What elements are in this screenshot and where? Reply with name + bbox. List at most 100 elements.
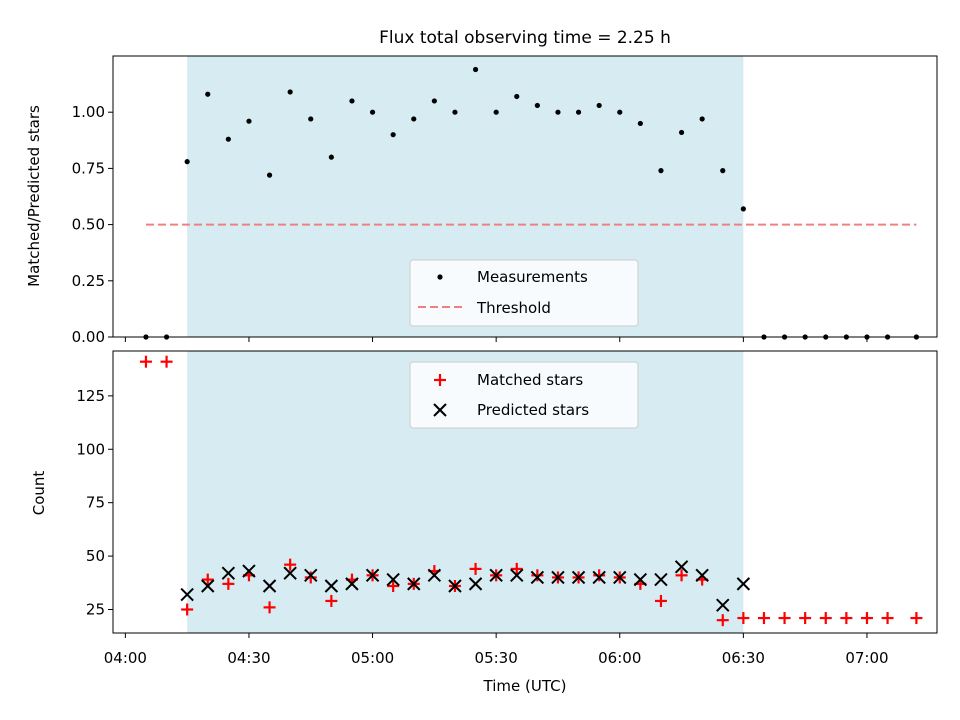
matched-star-marker <box>160 355 173 368</box>
predicted-star-marker <box>345 577 359 591</box>
matched-star-marker <box>325 594 338 607</box>
bottom-axes-frame <box>112 350 938 634</box>
top-y-tick-label: 0.00 <box>72 328 105 346</box>
matched-star-marker <box>284 558 297 571</box>
x-tick-label: 05:00 <box>351 649 394 667</box>
predicted-star-marker <box>633 572 648 587</box>
matched-star-marker <box>531 569 544 582</box>
matched-star-marker <box>469 562 482 575</box>
matched-star-marker <box>222 577 235 590</box>
matched-star-marker <box>181 603 194 616</box>
bottom-y-tick-label: 50 <box>86 547 105 565</box>
predicted-star-marker <box>262 579 277 593</box>
predicted-star-marker <box>427 568 442 583</box>
x-tick-label: 05:30 <box>475 649 518 667</box>
measurement-point <box>390 132 396 138</box>
matched-star-marker <box>593 569 606 582</box>
measurement-point <box>411 116 417 122</box>
matched-star-marker <box>201 573 214 586</box>
measurement-point <box>678 129 685 136</box>
measurement-point <box>617 109 623 115</box>
measurement-point <box>699 116 705 122</box>
measurement-point <box>452 109 458 115</box>
bottom-y-tick-label: 75 <box>86 494 105 512</box>
predicted-star-marker <box>407 577 421 591</box>
predicted-star-marker <box>365 568 380 583</box>
matched-star-marker <box>757 612 770 625</box>
predicted-star-marker <box>468 577 483 591</box>
matched-star-marker <box>840 612 853 625</box>
predicted-legend-marker <box>433 403 447 417</box>
predicted-star-marker <box>716 598 730 612</box>
measurement-point <box>514 93 520 100</box>
bottom-legend-box <box>409 361 639 429</box>
x-tick-label: 06:00 <box>598 649 641 667</box>
bottom-y-tick-label: 125 <box>76 387 105 405</box>
top-y-tick-label: 0.75 <box>72 159 105 177</box>
measurement-point <box>287 89 293 95</box>
predicted-star-marker <box>201 579 215 593</box>
matched-star-marker <box>881 612 894 625</box>
matched-star-marker <box>860 612 873 625</box>
predicted-star-marker <box>551 570 565 585</box>
top-y-tick-label: 1.00 <box>72 103 105 121</box>
measurement-point <box>205 91 211 97</box>
measurements-legend-marker <box>437 274 443 280</box>
predicted-star-marker <box>510 568 524 583</box>
measurement-point <box>225 136 231 142</box>
top-legend: Measurements Threshold <box>409 259 639 327</box>
measurement-point <box>184 159 190 165</box>
measurements-legend-label: Measurements <box>477 268 588 286</box>
predicted-star-marker <box>448 579 462 593</box>
predicted-star-marker <box>324 579 339 593</box>
bottom-y-tick-label: 25 <box>86 601 105 619</box>
predicted-star-marker <box>695 568 709 583</box>
matched-star-marker <box>716 614 729 627</box>
predicted-star-marker <box>489 568 503 583</box>
predicted-star-marker <box>180 587 194 602</box>
predicted-star-marker <box>654 572 668 587</box>
matched-star-marker <box>304 571 317 584</box>
x-tick-label: 06:30 <box>722 649 765 667</box>
measurement-point <box>596 102 602 109</box>
bottom-legend: Matched stars Predicted stars <box>409 361 639 429</box>
predicted-star-marker <box>242 564 256 578</box>
measurement-point <box>472 66 479 73</box>
measurement-point <box>328 154 334 160</box>
count-points <box>139 355 923 627</box>
predicted-star-marker <box>283 566 297 580</box>
predicted-star-marker <box>304 568 318 583</box>
top-legend-box <box>409 259 639 327</box>
measurement-point <box>246 118 252 124</box>
predicted-star-marker <box>613 570 627 585</box>
measurement-point <box>555 109 561 115</box>
matched-legend-label: Matched stars <box>477 371 583 389</box>
measurement-point <box>266 172 273 178</box>
predicted-star-marker <box>674 560 689 574</box>
matched-star-marker <box>139 355 152 368</box>
matched-star-marker <box>778 612 791 625</box>
x-axis-label: Time (UTC) <box>483 677 567 695</box>
bottom-panel: 25 50 75 100 125 04:00 04:30 05:00 05:30 06:00 06… <box>30 350 938 695</box>
measurement-point <box>349 98 355 104</box>
matched-star-marker <box>675 569 688 582</box>
matched-star-marker <box>654 594 667 607</box>
top-x-ticks <box>124 337 868 342</box>
top-y-tick-label: 0.25 <box>72 272 105 290</box>
predicted-star-marker <box>530 570 545 585</box>
top-y-axis-label: Matched/Predicted stars <box>25 105 43 287</box>
predicted-legend-label: Predicted stars <box>477 401 589 419</box>
bottom-y-ticks: 25 50 75 100 125 <box>76 387 113 619</box>
measurement-point <box>658 168 664 174</box>
predicted-star-marker <box>592 570 606 585</box>
matched-star-marker <box>819 612 832 625</box>
measurement-point <box>493 109 499 115</box>
measurement-point <box>740 206 746 212</box>
measurement-point <box>308 116 314 122</box>
matched-star-marker <box>510 562 523 575</box>
measurement-point <box>431 98 437 104</box>
measurement-point <box>534 102 540 109</box>
x-tick-label: 04:00 <box>104 649 147 667</box>
measurement-point <box>637 120 643 127</box>
bottom-x-ticks: 04:00 04:30 05:00 05:30 06:00 06:30 07:00 <box>104 633 889 667</box>
